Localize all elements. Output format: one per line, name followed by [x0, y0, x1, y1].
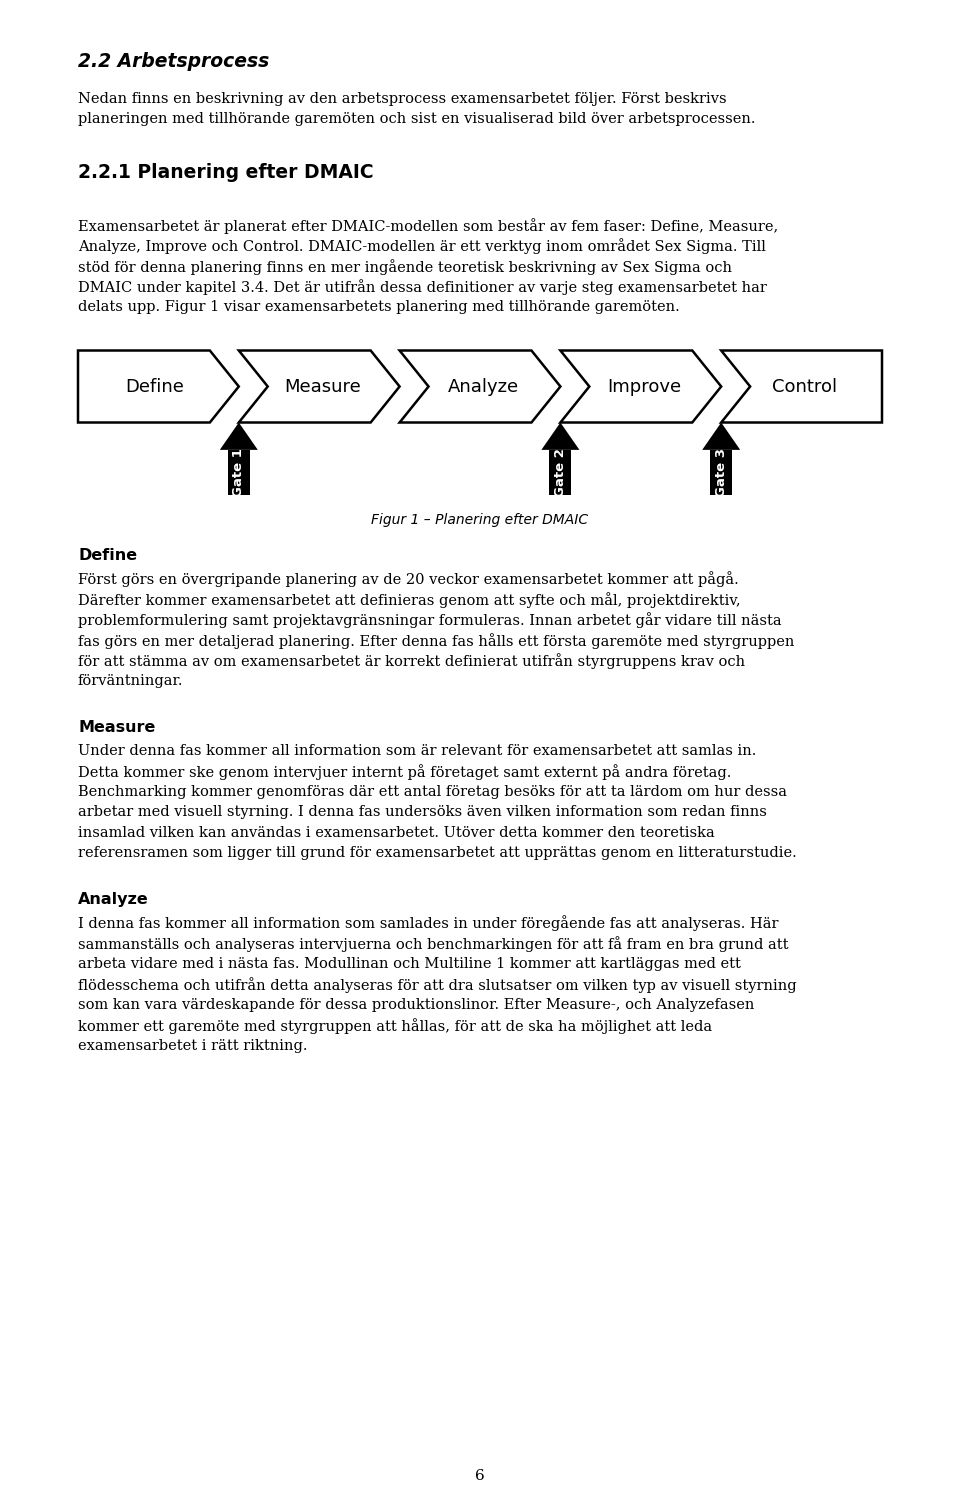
Polygon shape — [239, 351, 399, 423]
Text: flödesschema och utifrån detta analyseras för att dra slutsatser om vilken typ a: flödesschema och utifrån detta analysera… — [78, 978, 797, 993]
Text: Improve: Improve — [607, 378, 681, 396]
Polygon shape — [702, 423, 740, 450]
Text: Gate 1: Gate 1 — [232, 447, 246, 497]
Text: stöd för denna planering finns en mer ingående teoretisk beskrivning av Sex Sigm: stöd för denna planering finns en mer in… — [78, 258, 732, 275]
Text: arbetar med visuell styrning. I denna fas undersöks även vilken information som : arbetar med visuell styrning. I denna fa… — [78, 805, 767, 819]
Text: Measure: Measure — [284, 378, 361, 396]
Text: DMAIC under kapitel 3.4. Det är utifrån dessa definitioner av varje steg examens: DMAIC under kapitel 3.4. Det är utifrån … — [78, 280, 767, 295]
Text: Define: Define — [78, 547, 137, 562]
Text: I denna fas kommer all information som samlades in under föregående fas att anal: I denna fas kommer all information som s… — [78, 916, 779, 931]
Polygon shape — [721, 351, 882, 423]
Text: fas görs en mer detaljerad planering. Efter denna fas hålls ett första garemöte : fas görs en mer detaljerad planering. Ef… — [78, 633, 794, 648]
Text: Analyze: Analyze — [447, 378, 518, 396]
Text: 6: 6 — [475, 1469, 485, 1482]
Text: Därefter kommer examensarbetet att definieras genom att syfte och mål, projektdi: Därefter kommer examensarbetet att defin… — [78, 592, 740, 607]
Text: som kan vara värdeskapande för dessa produktionslinor. Efter Measure-, och Analy: som kan vara värdeskapande för dessa pro… — [78, 997, 755, 1011]
Text: Control: Control — [772, 378, 837, 396]
Bar — [549, 450, 571, 494]
Text: Figur 1 – Planering efter DMAIC: Figur 1 – Planering efter DMAIC — [372, 512, 588, 526]
Text: referensramen som ligger till grund för examensarbetet att upprättas genom en li: referensramen som ligger till grund för … — [78, 846, 797, 860]
Text: för att stämma av om examensarbetet är korrekt definierat utifrån styrgruppens k: för att stämma av om examensarbetet är k… — [78, 653, 745, 669]
Bar — [228, 450, 250, 494]
Text: problemformulering samt projektavgränsningar formuleras. Innan arbetet går vidar: problemformulering samt projektavgränsni… — [78, 612, 781, 629]
Text: Measure: Measure — [78, 719, 156, 734]
Polygon shape — [220, 423, 258, 450]
Polygon shape — [541, 423, 580, 450]
Polygon shape — [78, 351, 239, 423]
Text: kommer ett garemöte med styrgruppen att hållas, för att de ska ha möjlighet att : kommer ett garemöte med styrgruppen att … — [78, 1018, 712, 1034]
Text: Define: Define — [126, 378, 184, 396]
Text: 2.2.1 Planering efter DMAIC: 2.2.1 Planering efter DMAIC — [78, 163, 373, 181]
Text: Detta kommer ske genom intervjuer internt på företaget samt externt på andra för: Detta kommer ske genom intervjuer intern… — [78, 765, 732, 780]
Text: Benchmarking kommer genomföras där ett antal företag besöks för att ta lärdom om: Benchmarking kommer genomföras där ett a… — [78, 784, 787, 798]
Text: förväntningar.: förväntningar. — [78, 674, 183, 688]
Text: Examensarbetet är planerat efter DMAIC-modellen som består av fem faser: Define,: Examensarbetet är planerat efter DMAIC-m… — [78, 218, 779, 234]
Text: Gate 2: Gate 2 — [554, 447, 567, 497]
Text: Under denna fas kommer all information som är relevant för examensarbetet att sa: Under denna fas kommer all information s… — [78, 743, 756, 757]
Text: examensarbetet i rätt riktning.: examensarbetet i rätt riktning. — [78, 1038, 307, 1053]
Polygon shape — [399, 351, 561, 423]
Text: Nedan finns en beskrivning av den arbetsprocess examensarbetet följer. Först bes: Nedan finns en beskrivning av den arbets… — [78, 92, 727, 106]
Text: 2.2 Arbetsprocess: 2.2 Arbetsprocess — [78, 51, 269, 71]
Text: insamlad vilken kan användas i examensarbetet. Utöver detta kommer den teoretisk: insamlad vilken kan användas i examensar… — [78, 825, 715, 840]
Text: Analyze: Analyze — [78, 891, 149, 907]
Polygon shape — [561, 351, 721, 423]
Text: Först görs en övergripande planering av de 20 veckor examensarbetet kommer att p: Först görs en övergripande planering av … — [78, 571, 739, 588]
Text: Analyze, Improve och Control. DMAIC-modellen är ett verktyg inom området Sex Sig: Analyze, Improve och Control. DMAIC-mode… — [78, 239, 766, 254]
Text: sammanställs och analyseras intervjuerna och benchmarkingen för att få fram en b: sammanställs och analyseras intervjuerna… — [78, 935, 788, 952]
Text: arbeta vidare med i nästa fas. Modullinan och Multiline 1 kommer att kartläggas : arbeta vidare med i nästa fas. Modullina… — [78, 956, 741, 970]
Bar — [710, 450, 732, 494]
Text: delats upp. Figur 1 visar examensarbetets planering med tillhörande garemöten.: delats upp. Figur 1 visar examensarbetet… — [78, 301, 680, 314]
Text: Gate 3: Gate 3 — [714, 447, 728, 497]
Text: planeringen med tillhörande garemöten och sist en visualiserad bild över arbetsp: planeringen med tillhörande garemöten oc… — [78, 112, 756, 127]
